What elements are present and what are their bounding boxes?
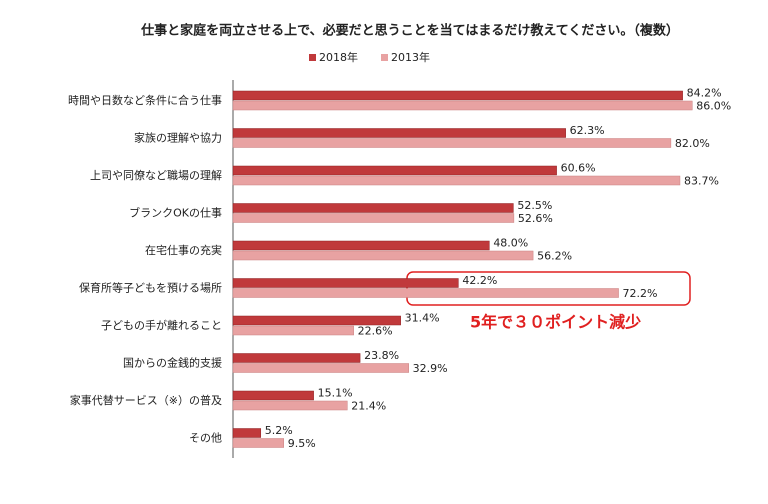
bar — [232, 315, 401, 326]
value-label: 56.2% — [537, 250, 572, 263]
bar — [232, 250, 534, 261]
value-label: 21.4% — [351, 400, 386, 413]
y-tick-label: 国からの金銭的支援 — [123, 356, 222, 370]
y-tick-label: 時間や日数など条件に合う仕事 — [68, 93, 222, 107]
value-label: 5.2% — [265, 424, 293, 437]
bar — [232, 400, 348, 411]
y-tick-label: 上司や同僚など職場の理解 — [90, 168, 222, 182]
y-tick-label: 在宅仕事の充実 — [145, 243, 222, 257]
value-label: 52.6% — [518, 212, 553, 225]
value-label: 60.6% — [561, 162, 596, 175]
value-label: 52.5% — [517, 199, 552, 212]
bar — [232, 325, 354, 336]
annotation: 5年で３０ポイント減少 — [470, 313, 641, 332]
legend-label: 2018年 — [319, 50, 358, 64]
y-tick-label: 保育所等子どもを預ける場所 — [79, 281, 222, 295]
bar — [232, 438, 284, 448]
legend-swatch — [381, 54, 388, 61]
bar — [232, 175, 681, 186]
bar — [232, 278, 459, 288]
bar — [232, 128, 566, 138]
bar — [232, 428, 262, 438]
value-label: 15.1% — [318, 387, 353, 400]
value-label: 32.9% — [413, 362, 448, 375]
bar — [232, 363, 409, 373]
legend-swatch — [309, 54, 316, 61]
value-label: 83.7% — [684, 175, 719, 188]
bar — [232, 240, 490, 251]
value-label: 42.2% — [462, 274, 497, 287]
chart-title: 仕事と家庭を両立させる上で、必要だと思うことを当てはまるだけ教えてください。（複… — [140, 23, 679, 39]
value-label: 23.8% — [364, 349, 399, 362]
value-label: 62.3% — [570, 124, 605, 137]
bar — [232, 100, 693, 111]
y-tick-label: 家事代替サービス（※）の普及 — [70, 393, 222, 407]
value-label: 31.4% — [405, 312, 440, 325]
bar — [232, 353, 361, 363]
y-tick-label: 家族の理解や協力 — [134, 131, 222, 145]
bar — [232, 138, 672, 148]
value-label: 22.6% — [358, 325, 393, 338]
bar — [232, 165, 557, 176]
legend-label: 2013年 — [391, 50, 430, 64]
bar — [232, 90, 683, 101]
value-label: 48.0% — [493, 237, 528, 250]
y-tick-label: 子どもの手が離れること — [101, 318, 222, 332]
bar — [232, 288, 619, 298]
y-tick-label: その他 — [189, 432, 222, 445]
y-tick-label: ブランクOKの仕事 — [129, 206, 222, 220]
value-label: 82.0% — [675, 137, 710, 150]
bar — [232, 203, 514, 213]
value-label: 72.2% — [623, 287, 658, 300]
value-label: 84.2% — [687, 87, 722, 100]
bar — [232, 213, 515, 223]
value-label: 9.5% — [288, 437, 316, 450]
value-label: 86.0% — [696, 100, 731, 113]
bar — [232, 390, 314, 401]
